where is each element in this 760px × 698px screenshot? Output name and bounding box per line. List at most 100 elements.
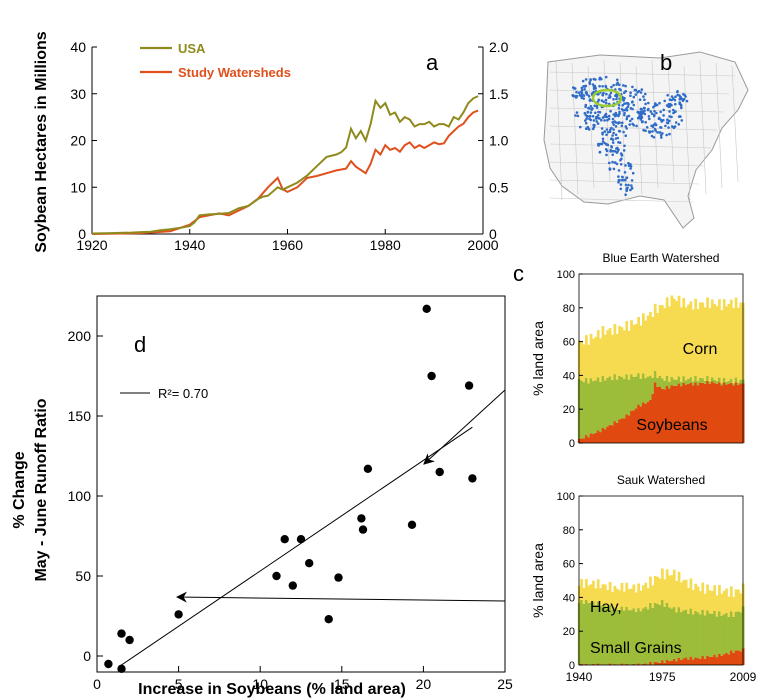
hay-area-bar bbox=[694, 610, 698, 658]
soybean-dot bbox=[610, 145, 613, 148]
hay-area-bar bbox=[708, 613, 712, 657]
soybean-dot bbox=[678, 101, 681, 104]
soybean-dot bbox=[612, 167, 616, 171]
hay-area-bar bbox=[651, 607, 655, 665]
corn-area-bar bbox=[661, 305, 664, 379]
soybean-dot bbox=[583, 111, 587, 115]
data-point bbox=[125, 635, 134, 645]
soybean-dot bbox=[668, 110, 671, 113]
soybean-dot bbox=[604, 75, 608, 79]
soybean-dot bbox=[604, 98, 608, 102]
soybean-dot bbox=[670, 95, 674, 98]
hay-area-bar bbox=[620, 606, 624, 664]
hay-area-bar bbox=[599, 382, 602, 433]
hay-area-bar bbox=[611, 609, 614, 665]
soybean-area-bar bbox=[727, 654, 731, 665]
corn-area-bar bbox=[587, 585, 591, 604]
soybean-dot bbox=[625, 102, 628, 105]
corn-area-bar bbox=[627, 330, 631, 380]
hay-area-bar bbox=[694, 375, 698, 383]
corn-area-bar bbox=[599, 588, 602, 607]
hay-area-bar bbox=[632, 608, 636, 664]
soybean-dot bbox=[581, 79, 585, 83]
hay-area-bar bbox=[668, 381, 671, 389]
soybean-dot bbox=[655, 103, 659, 107]
data-point bbox=[334, 573, 343, 582]
hay-area-bar bbox=[644, 378, 648, 404]
panel-c-y-tick-label: 20 bbox=[563, 404, 575, 416]
soybean-area-bar bbox=[663, 662, 667, 665]
soybean-dot bbox=[604, 112, 608, 116]
hay-area-bar bbox=[670, 608, 674, 661]
data-point bbox=[288, 581, 297, 590]
soybean-dot bbox=[648, 117, 651, 121]
hay-area-bar bbox=[625, 606, 629, 664]
soybean-dot bbox=[624, 193, 627, 196]
soybean-area-bar bbox=[720, 655, 724, 665]
corn-area-bar bbox=[703, 593, 707, 616]
corn-area-bar bbox=[699, 302, 702, 378]
corn-area-bar bbox=[582, 587, 586, 604]
soybean-dot bbox=[642, 128, 645, 132]
soybean-area-bar bbox=[715, 657, 719, 665]
hay-area-bar bbox=[687, 613, 690, 660]
panel-d-x-tick-label: 5 bbox=[175, 676, 183, 692]
soybean-dot bbox=[647, 130, 651, 133]
corn-area-bar bbox=[682, 579, 686, 611]
soybean-dot bbox=[639, 110, 642, 114]
soybean-dot bbox=[621, 175, 624, 179]
soybean-area-bar bbox=[584, 435, 588, 443]
corn-area-bar bbox=[675, 301, 679, 380]
soybean-dot bbox=[601, 137, 605, 141]
soybean-dot bbox=[658, 101, 661, 105]
corn-area-bar bbox=[727, 596, 731, 617]
panel-c-x-tick-label: 1975 bbox=[649, 670, 676, 684]
corn-area-bar bbox=[710, 591, 714, 614]
soybean-dot bbox=[621, 104, 624, 107]
corn-area-bar bbox=[613, 324, 617, 375]
corn-area-bar bbox=[710, 299, 714, 378]
soybean-dot bbox=[625, 117, 629, 121]
hay-area-bar bbox=[634, 376, 638, 409]
hay-area-bar bbox=[627, 379, 631, 416]
soybean-dot bbox=[623, 113, 626, 117]
hay-area-bar bbox=[680, 381, 683, 387]
soybean-dot bbox=[584, 105, 587, 108]
data-point bbox=[104, 659, 113, 669]
panel-c-y-tick-label: 80 bbox=[563, 525, 575, 537]
soybean-dot bbox=[594, 78, 597, 81]
soybean-area-bar bbox=[589, 433, 593, 443]
soybean-area-bar bbox=[618, 419, 621, 443]
soybean-dot bbox=[662, 118, 665, 122]
soybean-dot bbox=[584, 84, 587, 88]
hay-area-bar bbox=[718, 611, 721, 654]
corn-area-bar bbox=[691, 309, 695, 382]
hay-area-bar bbox=[589, 378, 593, 434]
soybean-dot bbox=[616, 136, 620, 140]
soybean-area-bar bbox=[634, 408, 638, 443]
hay-area-bar bbox=[706, 610, 709, 656]
corn-area-bar bbox=[603, 334, 607, 381]
hay-area-bar bbox=[713, 611, 717, 655]
soybean-dot bbox=[674, 110, 677, 113]
corn-area-bar bbox=[592, 580, 595, 602]
corn-area-bar bbox=[675, 580, 679, 613]
hay-area-bar bbox=[639, 611, 643, 665]
soybean-dot bbox=[598, 84, 601, 88]
soybean-area-bar bbox=[687, 659, 690, 665]
soybean-dot bbox=[614, 121, 618, 124]
panel-c-crop-label: Hay, bbox=[590, 599, 622, 616]
hay-area-bar bbox=[718, 377, 721, 383]
soybean-area-bar bbox=[656, 386, 659, 443]
hay-area-bar bbox=[630, 374, 633, 411]
soybean-dot bbox=[684, 95, 687, 98]
soybean-area-bar bbox=[708, 656, 712, 665]
soybean-area-bar bbox=[677, 383, 681, 443]
soybean-dot bbox=[590, 108, 594, 111]
corn-area-bar bbox=[694, 298, 698, 376]
soybean-dot bbox=[622, 84, 625, 87]
hay-area-bar bbox=[582, 603, 586, 665]
hay-area-bar bbox=[720, 383, 724, 386]
soybean-dot bbox=[619, 187, 623, 191]
soybean-dot bbox=[653, 127, 657, 131]
